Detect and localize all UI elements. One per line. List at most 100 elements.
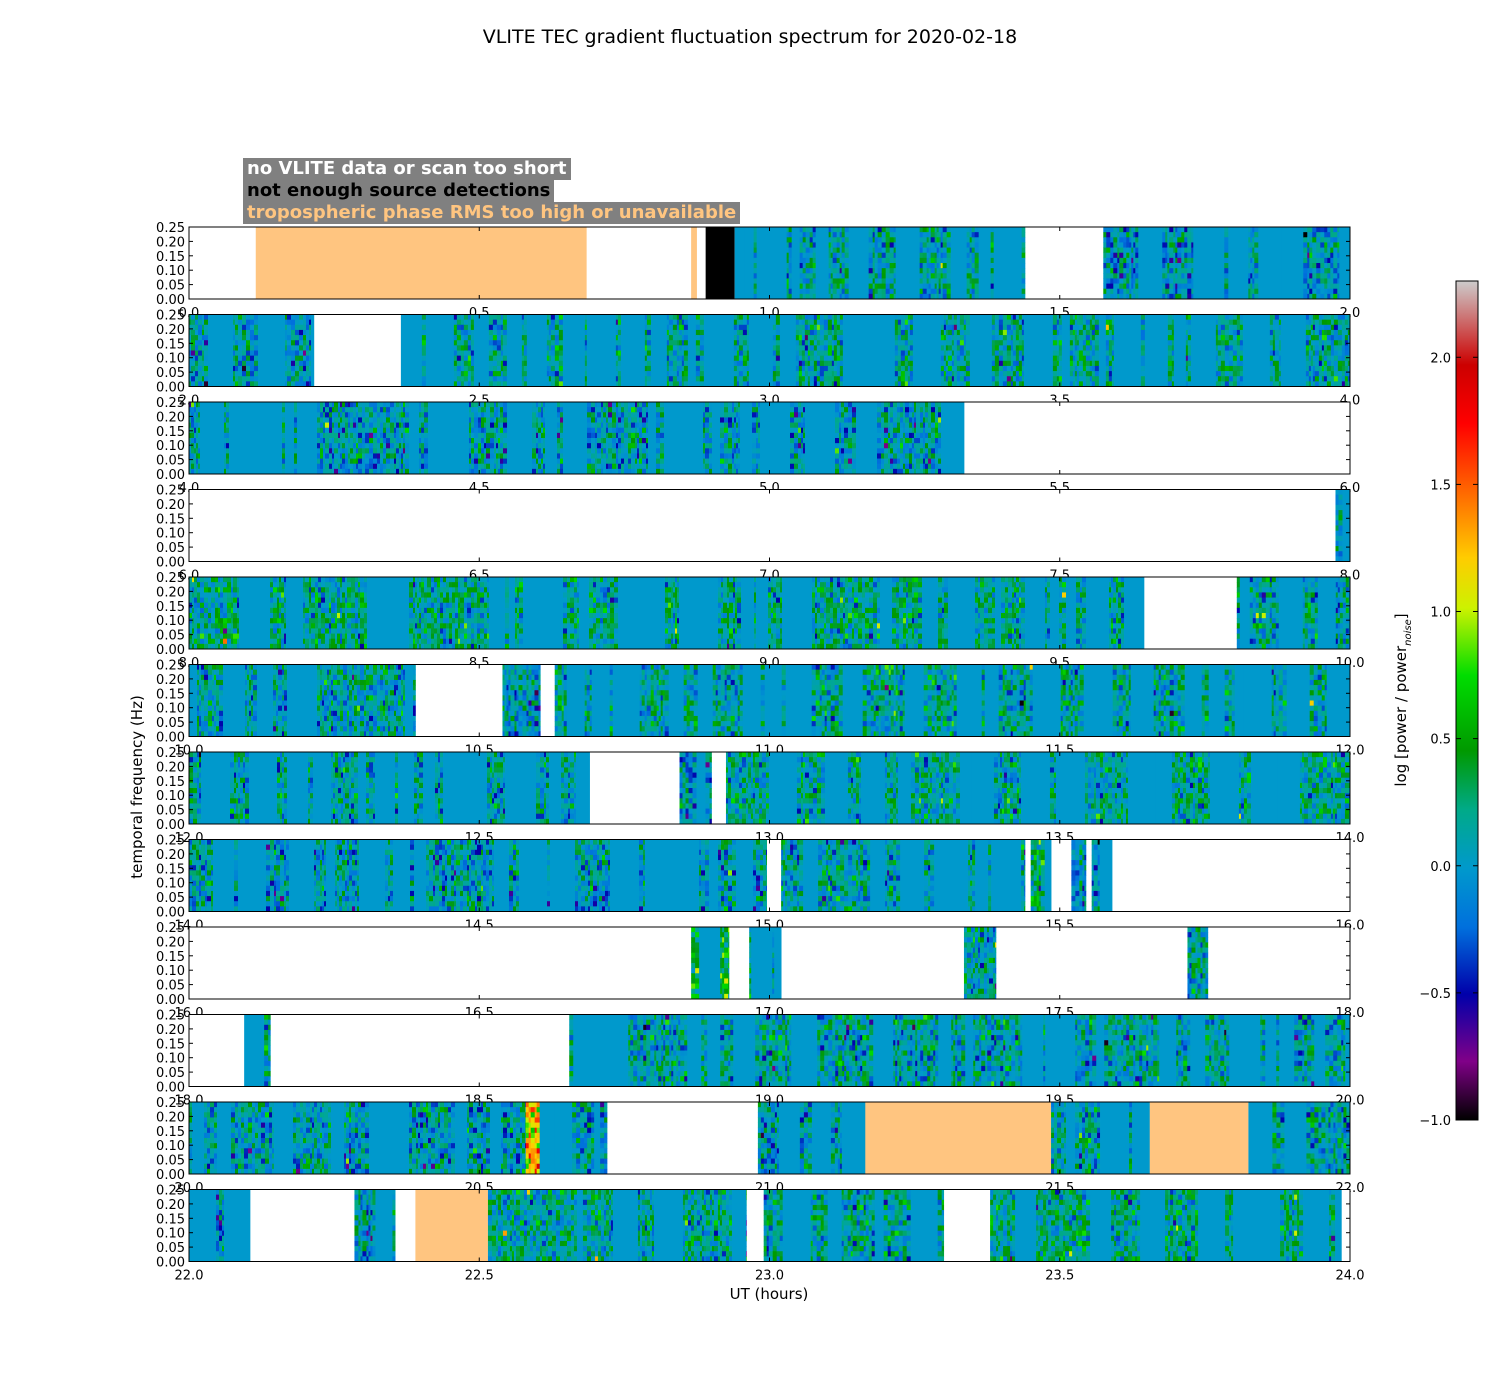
spectrogram-cell <box>471 402 475 408</box>
spectrogram-column <box>1339 227 1351 299</box>
spectrogram-cell <box>753 283 758 290</box>
spectrogram-cell <box>1117 263 1120 269</box>
spectrogram-cell <box>1076 329 1080 336</box>
spectrogram-cell <box>736 432 739 439</box>
spectrogram-cell <box>839 237 843 243</box>
spectrogram-cell <box>672 329 678 336</box>
spectrogram-cell <box>488 335 494 341</box>
spectrogram-cell <box>597 402 602 408</box>
spectrogram-cell <box>1091 314 1096 321</box>
spectrogram-cell <box>1184 232 1188 238</box>
spectrogram-cell <box>790 458 795 465</box>
spectrogram-cell <box>1191 257 1194 264</box>
spectrogram-cell <box>1252 273 1255 279</box>
spectrogram-cell <box>959 365 965 372</box>
spectrogram-cell <box>194 448 197 454</box>
spectrogram-cell <box>897 412 901 418</box>
spectrogram-cell <box>998 350 1004 357</box>
spectrogram-cell <box>833 381 838 387</box>
spectrogram-cell <box>635 458 638 465</box>
spectrogram-cell <box>1169 242 1174 248</box>
spectrogram-cell <box>775 360 781 367</box>
spectrogram-cell <box>541 427 544 434</box>
spectrogram-cell <box>1320 273 1325 279</box>
spectrogram-cell <box>703 407 706 413</box>
spectrogram-cell <box>1324 227 1328 233</box>
spectrogram-cell <box>642 417 647 423</box>
spectrogram-cell <box>282 407 286 413</box>
spectrogram-cell <box>628 422 632 429</box>
spectrogram-cell <box>809 345 815 351</box>
spectrogram-cell <box>1344 371 1349 377</box>
spectrogram-cell <box>1333 350 1339 357</box>
spectrogram-cell <box>560 407 564 413</box>
spectrogram-cell <box>309 355 312 362</box>
spectrogram-cell <box>868 273 874 279</box>
spectrogram-cell <box>885 252 891 259</box>
spectrogram-cell <box>990 227 995 233</box>
spectrogram-cell <box>1187 293 1192 300</box>
spectrogram-cell <box>486 438 491 444</box>
spectrogram-cell <box>606 432 609 439</box>
spectrogram-cell <box>1248 242 1251 248</box>
spectrogram-cell <box>736 438 739 444</box>
spectrogram-cell <box>403 443 406 449</box>
spectrogram-cell <box>340 438 343 444</box>
spectrogram-cell <box>1307 242 1310 248</box>
spectrogram-cell <box>601 427 604 434</box>
spectrogram-cell <box>909 324 914 331</box>
spectrogram-cell <box>198 350 203 357</box>
spectrogram-cell <box>399 453 402 459</box>
spectrogram-cell <box>1308 335 1312 341</box>
spectrogram-cell <box>1110 293 1114 300</box>
spectrogram-cell <box>631 427 636 434</box>
spectrogram-cell <box>928 263 932 269</box>
spectrogram-cell <box>642 422 647 429</box>
spectrogram-cell <box>616 468 619 475</box>
spectrogram-cell <box>1058 381 1063 387</box>
spectrogram-cell <box>951 324 955 331</box>
spectrogram-cell <box>753 232 758 238</box>
spectrogram-cell <box>795 360 800 367</box>
spectrogram-cell <box>732 407 735 413</box>
spectrogram-cell <box>523 324 528 331</box>
spectrogram-cell <box>463 360 469 367</box>
spectrogram-cell <box>703 427 706 434</box>
spectrogram-cell <box>538 448 542 454</box>
spectrogram-cell <box>1106 273 1111 279</box>
spectrogram-cell <box>1171 365 1175 372</box>
spectrogram-cell <box>250 319 255 326</box>
spectrogram-cell <box>890 448 894 454</box>
spectrogram-cell <box>807 340 811 346</box>
spectrogram-cell <box>816 345 821 351</box>
spectrogram-cell <box>1254 232 1259 238</box>
spectrogram-cell <box>362 412 366 418</box>
spectrogram-cell <box>1326 360 1332 367</box>
spectrogram-cell <box>816 376 821 382</box>
spectrogram-cell <box>386 422 391 429</box>
spectrogram-cell <box>1006 345 1012 351</box>
spectrogram-cell <box>709 422 713 429</box>
spectrogram-cell <box>841 252 846 259</box>
spectrogram-cell <box>453 365 458 372</box>
spectrogram-cell <box>823 324 829 331</box>
spectrogram-cell <box>844 417 849 423</box>
spectrogram-cell <box>494 468 497 475</box>
spectrogram-cell <box>631 417 636 423</box>
spectrogram-cell <box>536 438 539 444</box>
spectrogram-cell <box>338 443 341 449</box>
spectrogram-cell <box>940 288 944 295</box>
spectrogram-cell <box>299 335 304 341</box>
spectrogram-cell <box>1316 293 1321 300</box>
spectrogram-cell <box>705 443 710 449</box>
spectrogram-column <box>762 314 774 387</box>
spectrogram-cell <box>956 340 961 346</box>
spectrogram-cell <box>642 443 647 449</box>
spectrogram-cell <box>823 335 829 341</box>
spectrogram-cell <box>893 263 897 269</box>
spectrogram-cell <box>390 422 395 429</box>
spectrogram-cell <box>1173 288 1176 295</box>
spectrogram-cell <box>498 427 501 434</box>
spectrogram-cell <box>608 463 613 470</box>
spectrogram-cell <box>618 453 622 459</box>
